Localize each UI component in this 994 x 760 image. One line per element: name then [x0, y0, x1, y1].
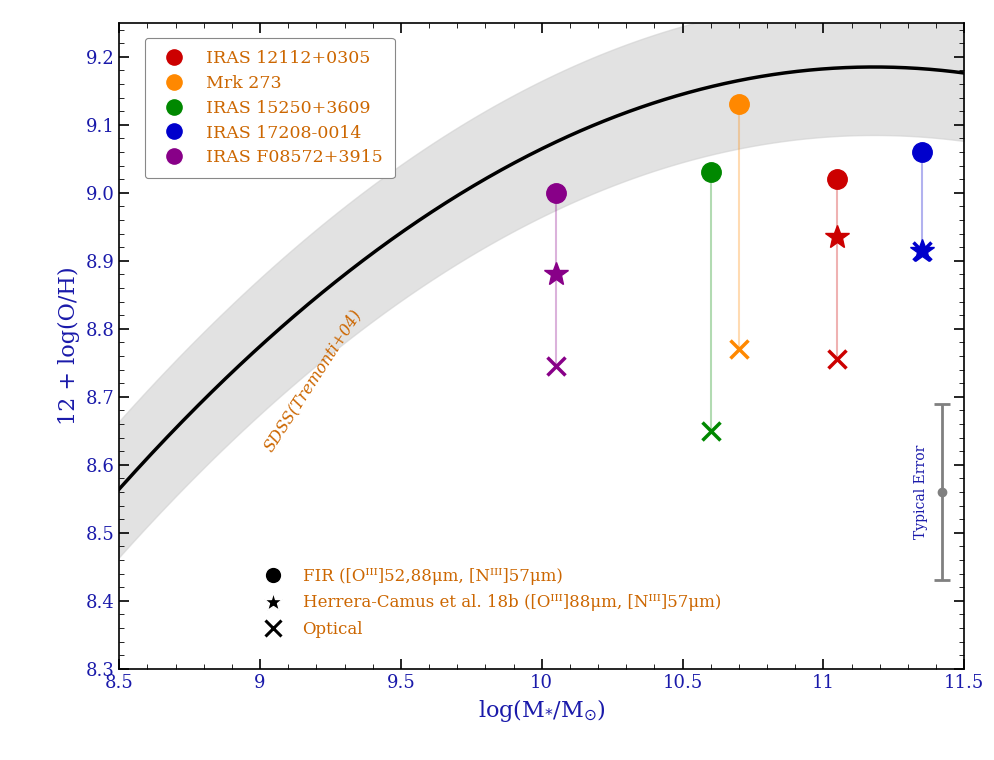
Text: Typical Error: Typical Error [913, 445, 927, 539]
X-axis label: log(M$_{*}$/M$_{\odot}$): log(M$_{*}$/M$_{\odot}$) [478, 697, 605, 724]
Legend: FIR ([Oᴵᴵᴵ]52,88μm, [Nᴵᴵᴵ]57μm), Herrera-Camus et al. 18b ([Oᴵᴵᴵ]88μm, [Nᴵᴵᴵ]57μ: FIR ([Oᴵᴵᴵ]52,88μm, [Nᴵᴵᴵ]57μm), Herrera… [246, 558, 731, 648]
Y-axis label: 12 + log(O/H): 12 + log(O/H) [58, 267, 80, 425]
Text: SDSS(Tremonti+04): SDSS(Tremonti+04) [260, 307, 365, 455]
